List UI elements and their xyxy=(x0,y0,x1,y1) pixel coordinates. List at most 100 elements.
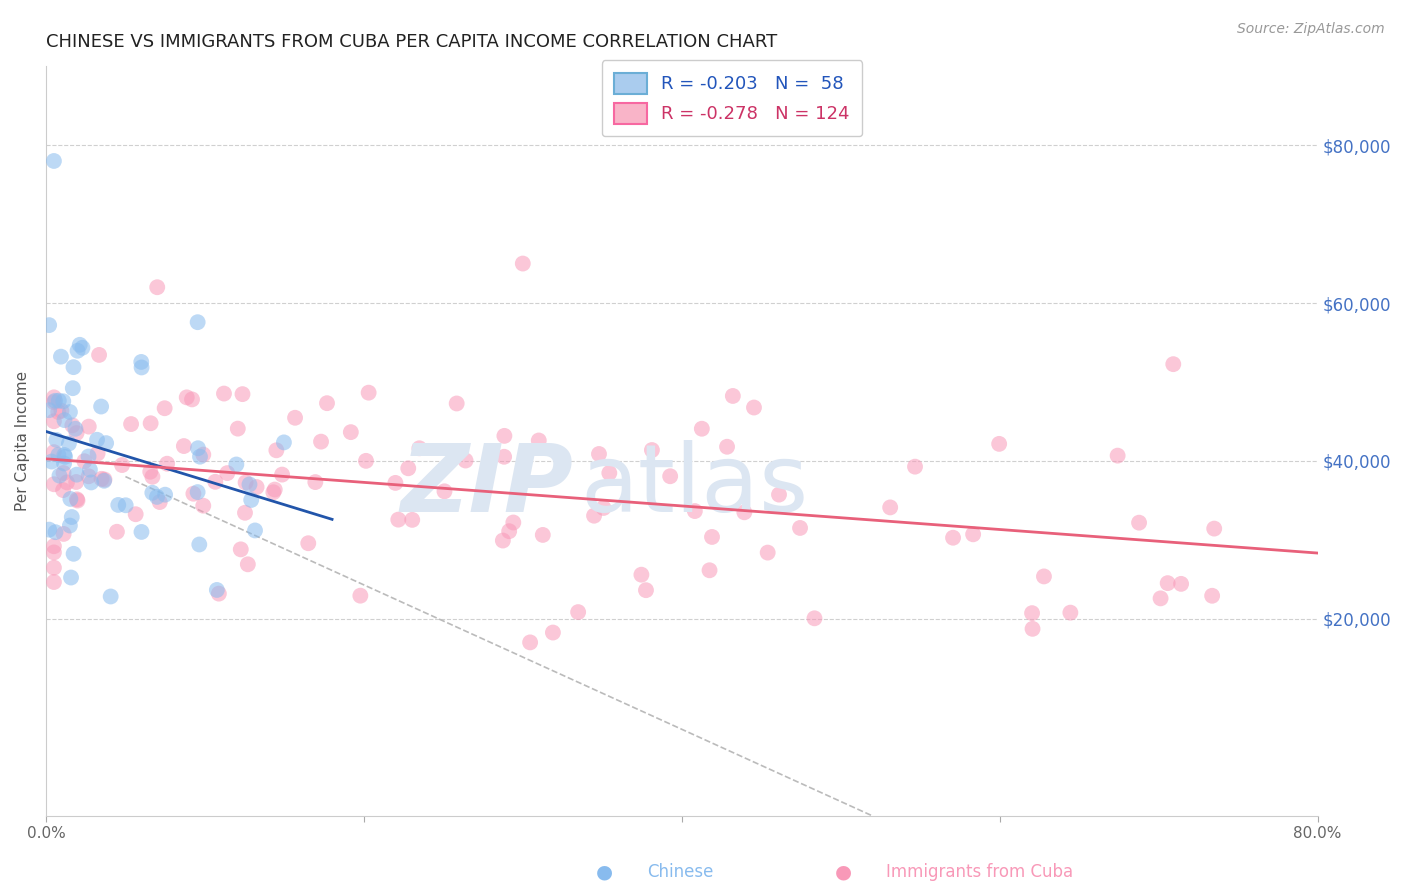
Point xyxy=(263,483,285,497)
Point xyxy=(1149,591,1171,606)
Point xyxy=(93,473,115,487)
Point xyxy=(297,536,319,550)
Point xyxy=(44,393,66,408)
Text: ZIP: ZIP xyxy=(401,440,574,532)
Point xyxy=(60,418,83,433)
Point xyxy=(93,474,115,488)
Point xyxy=(592,500,614,515)
Point xyxy=(240,492,263,507)
Point xyxy=(131,524,153,539)
Point xyxy=(53,413,76,427)
Point xyxy=(90,472,112,486)
Point xyxy=(62,547,84,561)
Point xyxy=(77,469,100,483)
Point xyxy=(77,419,100,434)
Point xyxy=(1204,522,1226,536)
Point xyxy=(1161,357,1184,371)
Point xyxy=(396,461,419,475)
Point xyxy=(65,426,87,441)
Text: ●: ● xyxy=(835,863,852,882)
Point xyxy=(49,350,72,364)
Point xyxy=(498,524,520,539)
Point xyxy=(236,558,259,572)
Point xyxy=(153,488,176,502)
Point xyxy=(62,381,84,395)
Point xyxy=(233,506,256,520)
Point xyxy=(238,477,260,491)
Point xyxy=(59,491,82,506)
Point xyxy=(42,395,65,409)
Text: CHINESE VS IMMIGRANTS FROM CUBA PER CAPITA INCOME CORRELATION CHART: CHINESE VS IMMIGRANTS FROM CUBA PER CAPI… xyxy=(46,33,778,51)
Point xyxy=(1107,449,1129,463)
Point xyxy=(630,567,652,582)
Point xyxy=(401,513,423,527)
Point xyxy=(53,448,76,462)
Point xyxy=(56,475,79,490)
Point xyxy=(454,453,477,467)
Point xyxy=(1170,577,1192,591)
Point xyxy=(45,433,67,447)
Point xyxy=(598,466,620,480)
Point xyxy=(42,545,65,559)
Point xyxy=(187,315,209,329)
Point xyxy=(1021,606,1043,620)
Point xyxy=(304,475,326,489)
Point xyxy=(988,437,1011,451)
Point xyxy=(100,590,122,604)
Point xyxy=(387,513,409,527)
Point xyxy=(105,524,128,539)
Point xyxy=(231,387,253,401)
Point xyxy=(42,153,65,168)
Point xyxy=(803,611,825,625)
Point xyxy=(217,466,239,480)
Point xyxy=(384,475,406,490)
Point xyxy=(77,450,100,464)
Point xyxy=(531,528,554,542)
Point xyxy=(52,483,75,497)
Point xyxy=(492,533,515,548)
Point xyxy=(141,469,163,483)
Point xyxy=(42,445,65,459)
Point xyxy=(408,442,430,456)
Point xyxy=(41,454,63,468)
Point xyxy=(79,463,101,477)
Point xyxy=(634,583,657,598)
Point xyxy=(44,525,66,540)
Point xyxy=(266,443,288,458)
Point xyxy=(153,401,176,416)
Point xyxy=(226,422,249,436)
Point xyxy=(42,477,65,491)
Point xyxy=(62,360,84,375)
Point xyxy=(354,454,377,468)
Point xyxy=(904,459,927,474)
Point xyxy=(284,410,307,425)
Point xyxy=(641,443,664,458)
Point xyxy=(716,440,738,454)
Text: Source: ZipAtlas.com: Source: ZipAtlas.com xyxy=(1237,22,1385,37)
Point xyxy=(141,485,163,500)
Point xyxy=(60,510,83,524)
Point xyxy=(188,537,211,551)
Point xyxy=(120,417,142,431)
Point xyxy=(38,403,60,417)
Point xyxy=(38,523,60,537)
Point xyxy=(86,446,108,460)
Point xyxy=(527,434,550,448)
Point xyxy=(273,435,295,450)
Point xyxy=(42,560,65,574)
Point xyxy=(183,486,205,500)
Point xyxy=(124,507,146,521)
Point xyxy=(90,400,112,414)
Point xyxy=(52,394,75,409)
Point xyxy=(433,484,456,499)
Point xyxy=(583,508,606,523)
Point xyxy=(60,570,83,584)
Text: Chinese: Chinese xyxy=(647,863,713,881)
Point xyxy=(1156,576,1178,591)
Point xyxy=(309,434,332,449)
Point xyxy=(129,355,152,369)
Point xyxy=(46,405,69,419)
Point xyxy=(225,458,247,472)
Point xyxy=(111,458,134,472)
Point xyxy=(139,465,162,479)
